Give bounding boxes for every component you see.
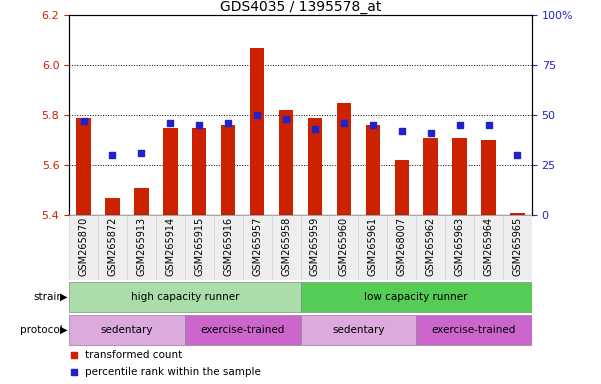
FancyBboxPatch shape (127, 215, 156, 280)
Bar (510, 213, 525, 215)
Text: GSM265963: GSM265963 (454, 217, 465, 276)
FancyBboxPatch shape (185, 315, 300, 345)
Text: GSM265872: GSM265872 (108, 217, 118, 276)
Point (455, 122, 465, 128)
Bar (221, 125, 236, 215)
Text: ▶: ▶ (60, 292, 67, 302)
FancyBboxPatch shape (156, 215, 185, 280)
FancyBboxPatch shape (98, 215, 127, 280)
Text: transformed count: transformed count (85, 350, 183, 360)
Text: GSM265915: GSM265915 (194, 217, 204, 276)
Bar (308, 118, 322, 215)
Point (108, 152, 117, 158)
Point (165, 120, 175, 126)
Bar (453, 138, 467, 215)
FancyBboxPatch shape (185, 215, 214, 280)
FancyBboxPatch shape (416, 215, 445, 280)
Point (426, 130, 436, 136)
Text: protocol: protocol (20, 325, 63, 335)
Text: high capacity runner: high capacity runner (130, 292, 239, 302)
Text: ▶: ▶ (60, 325, 67, 335)
Text: GSM265964: GSM265964 (483, 217, 493, 276)
Text: GSM265958: GSM265958 (281, 217, 291, 276)
Text: GSM265913: GSM265913 (136, 217, 147, 276)
Text: GSM265870: GSM265870 (79, 217, 88, 276)
Text: exercise-trained: exercise-trained (201, 325, 285, 335)
Point (397, 128, 406, 134)
Text: GSM268007: GSM268007 (397, 217, 407, 276)
FancyBboxPatch shape (300, 282, 532, 312)
Text: percentile rank within the sample: percentile rank within the sample (85, 367, 261, 377)
FancyBboxPatch shape (214, 215, 243, 280)
Text: sedentary: sedentary (332, 325, 385, 335)
Point (252, 112, 262, 118)
Point (339, 120, 349, 126)
Point (69, 369, 79, 376)
Point (136, 150, 146, 156)
FancyBboxPatch shape (69, 315, 185, 345)
Bar (192, 128, 207, 215)
Point (368, 122, 377, 128)
Point (281, 116, 291, 122)
Text: GSM265960: GSM265960 (339, 217, 349, 276)
Text: strain: strain (33, 292, 63, 302)
Bar (250, 48, 264, 215)
Bar (394, 160, 409, 215)
Bar (424, 138, 438, 215)
Title: GDS4035 / 1395578_at: GDS4035 / 1395578_at (220, 0, 381, 14)
Bar (76, 118, 91, 215)
Text: low capacity runner: low capacity runner (364, 292, 468, 302)
Text: exercise-trained: exercise-trained (432, 325, 516, 335)
Text: GSM265961: GSM265961 (368, 217, 378, 276)
Point (224, 120, 233, 126)
Text: GSM265959: GSM265959 (310, 217, 320, 276)
Bar (279, 110, 293, 215)
Bar (337, 103, 351, 215)
Text: GSM265914: GSM265914 (165, 217, 175, 276)
Point (69, 352, 79, 358)
FancyBboxPatch shape (243, 215, 272, 280)
Text: GSM265916: GSM265916 (223, 217, 233, 276)
FancyBboxPatch shape (272, 215, 300, 280)
Text: GSM265962: GSM265962 (426, 217, 436, 276)
Point (513, 152, 522, 158)
Text: sedentary: sedentary (101, 325, 153, 335)
FancyBboxPatch shape (445, 215, 474, 280)
Point (79, 118, 88, 124)
FancyBboxPatch shape (416, 315, 532, 345)
FancyBboxPatch shape (329, 215, 358, 280)
Text: GSM265965: GSM265965 (513, 217, 522, 276)
FancyBboxPatch shape (474, 215, 503, 280)
FancyBboxPatch shape (69, 282, 300, 312)
FancyBboxPatch shape (358, 215, 387, 280)
Point (195, 122, 204, 128)
FancyBboxPatch shape (300, 315, 416, 345)
FancyBboxPatch shape (69, 215, 98, 280)
Point (310, 126, 320, 132)
Bar (105, 198, 120, 215)
Text: GSM265957: GSM265957 (252, 217, 262, 276)
Bar (365, 125, 380, 215)
FancyBboxPatch shape (503, 215, 532, 280)
FancyBboxPatch shape (300, 215, 329, 280)
Point (484, 122, 493, 128)
Bar (163, 128, 177, 215)
Bar (134, 188, 148, 215)
FancyBboxPatch shape (387, 215, 416, 280)
Bar (481, 140, 496, 215)
